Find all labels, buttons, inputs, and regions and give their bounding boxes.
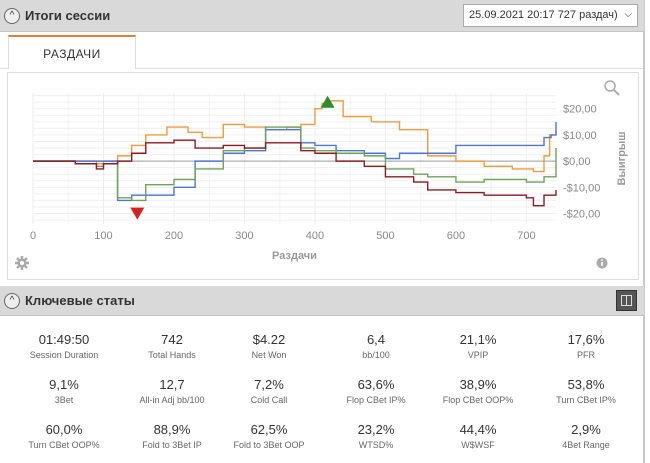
stat-label: All-in Adj bb/100 [139,395,205,405]
stat-value: 6,4 [366,332,386,347]
stat-label: Net Won [251,350,287,360]
stat-label: Turn CBet OOP% [28,440,100,450]
stat-item: 88,9% Fold to 3Bet IP [117,422,227,450]
window-right-border [643,0,645,463]
series-line-blue [33,121,557,202]
series-line-red [33,139,557,207]
stat-label: Flop CBet OOP% [442,395,514,405]
stat-item: 742 Total Hands [117,332,227,360]
stat-value: 23,2% [357,422,395,437]
stat-item: 7,2% Cold Call [214,377,324,405]
tab-strip: РАЗДАЧИ [0,33,643,69]
stat-value: 7,2% [254,377,284,392]
min-marker [130,207,145,220]
key-stats-title: Ключевые статы [25,293,135,308]
stat-item: 01:49:50 Session Duration [9,332,119,360]
stat-item: 60,0% Turn CBet OOP% [9,422,119,450]
stat-item: 38,9% Flop CBet OOP% [423,377,533,405]
y-axis-label: Выигрыш [616,132,628,186]
stat-item: 6,4 bb/100 [321,332,431,360]
chart-svg: 0 100 200 300 400 500 600 700 $20,00 $10,00 $0,00 -… [15,80,628,270]
stat-label: VPIP [467,350,489,360]
stat-value: 01:49:50 [38,332,90,347]
y-tick-label: $20,00 [563,104,597,116]
stat-label: Total Hands [148,350,196,360]
stat-label: Fold to 3Bet OOP [233,440,305,450]
stat-value: 742 [161,332,183,347]
stat-value: 17,6% [567,332,605,347]
stat-item: 62,5% Fold to 3Bet OOP [214,422,324,450]
session-summary-header: ^ Итоги сессии 25.09.2021 20:17 727 разд… [0,0,644,32]
stat-item: 23,2% WTSD% [321,422,431,450]
info-icon[interactable] [596,257,608,269]
y-tick-label: $0,00 [563,156,591,168]
stat-value: 53,8% [567,377,605,392]
series-line-orange [33,100,557,173]
collapse-session-button[interactable]: ^ [4,8,20,24]
stat-label: Turn CBet IP% [556,395,616,405]
x-axis-label: Раздачи [272,250,317,262]
stat-label: bb/100 [362,350,390,360]
stat-value: 60,0% [45,422,83,437]
tab-hands[interactable]: РАЗДАЧИ [8,35,136,69]
series-line-green [33,126,557,202]
stat-value: 62,5% [250,422,288,437]
stat-item: 12,7 All-in Adj bb/100 [117,377,227,405]
stat-label: Session Duration [29,350,99,360]
stat-item: $4.22 Net Won [214,332,324,360]
stat-label: Flop CBet IP% [346,395,406,405]
collapse-stats-button[interactable]: ^ [4,293,20,309]
y-tick-label: $10,00 [563,130,597,142]
x-tick-label: 300 [235,230,253,242]
stat-value: 21,1% [459,332,497,347]
stat-value: 9,1% [49,377,79,392]
x-tick-label: 400 [306,230,324,242]
key-stats-header: ^ Ключевые статы [0,286,644,316]
stat-item: 21,1% VPIP [423,332,533,360]
stat-label: PFR [577,350,595,360]
stat-item: 53,8% Turn CBet IP% [531,377,641,405]
y-tick-label: -$20,00 [563,209,600,221]
columns-icon[interactable] [616,290,637,311]
winnings-chart: 0 100 200 300 400 500 600 700 $20,00 $10,00 $0,00 -… [7,72,639,280]
stat-label: Fold to 3Bet IP [142,440,202,450]
y-tick-label: -$10,00 [563,182,600,194]
stat-item: 17,6% PFR [531,332,641,360]
max-marker [320,95,335,108]
x-tick-label: 500 [376,230,394,242]
stat-value: 38,9% [459,377,497,392]
stat-label: 3Bet [54,395,74,405]
chevron-down-icon: ⌵ [624,9,632,20]
stat-value: 44,4% [459,422,497,437]
stat-item: 44,4% W$WSF [423,422,533,450]
magnifier-icon[interactable] [604,80,620,96]
stat-value: 63,6% [357,377,395,392]
stat-label: Cold Call [250,395,288,405]
stat-value: 2,9% [571,422,601,437]
stat-label: 4Bet Range [562,440,610,450]
stat-value: $4.22 [252,332,286,347]
stat-item: 9,1% 3Bet [9,377,119,405]
session-select-value: 25.09.2021 20:17 727 раздач) [469,9,618,21]
x-tick-label: 0 [30,230,36,242]
stat-value: 12,7 [159,377,185,392]
x-tick-label: 600 [447,230,465,242]
stat-label: W$WSF [461,440,495,450]
stat-item: 2,9% 4Bet Range [531,422,641,450]
stat-item: 63,6% Flop CBet IP% [321,377,431,405]
stat-label: WTSD% [358,440,394,450]
session-summary-title: Итоги сессии [25,8,111,23]
stat-value: 88,9% [153,422,191,437]
gear-icon[interactable] [15,256,29,270]
x-tick-label: 100 [94,230,112,242]
x-tick-label: 700 [517,230,535,242]
x-tick-label: 200 [165,230,183,242]
session-select[interactable]: 25.09.2021 20:17 727 раздач) ⌵ [463,4,638,27]
